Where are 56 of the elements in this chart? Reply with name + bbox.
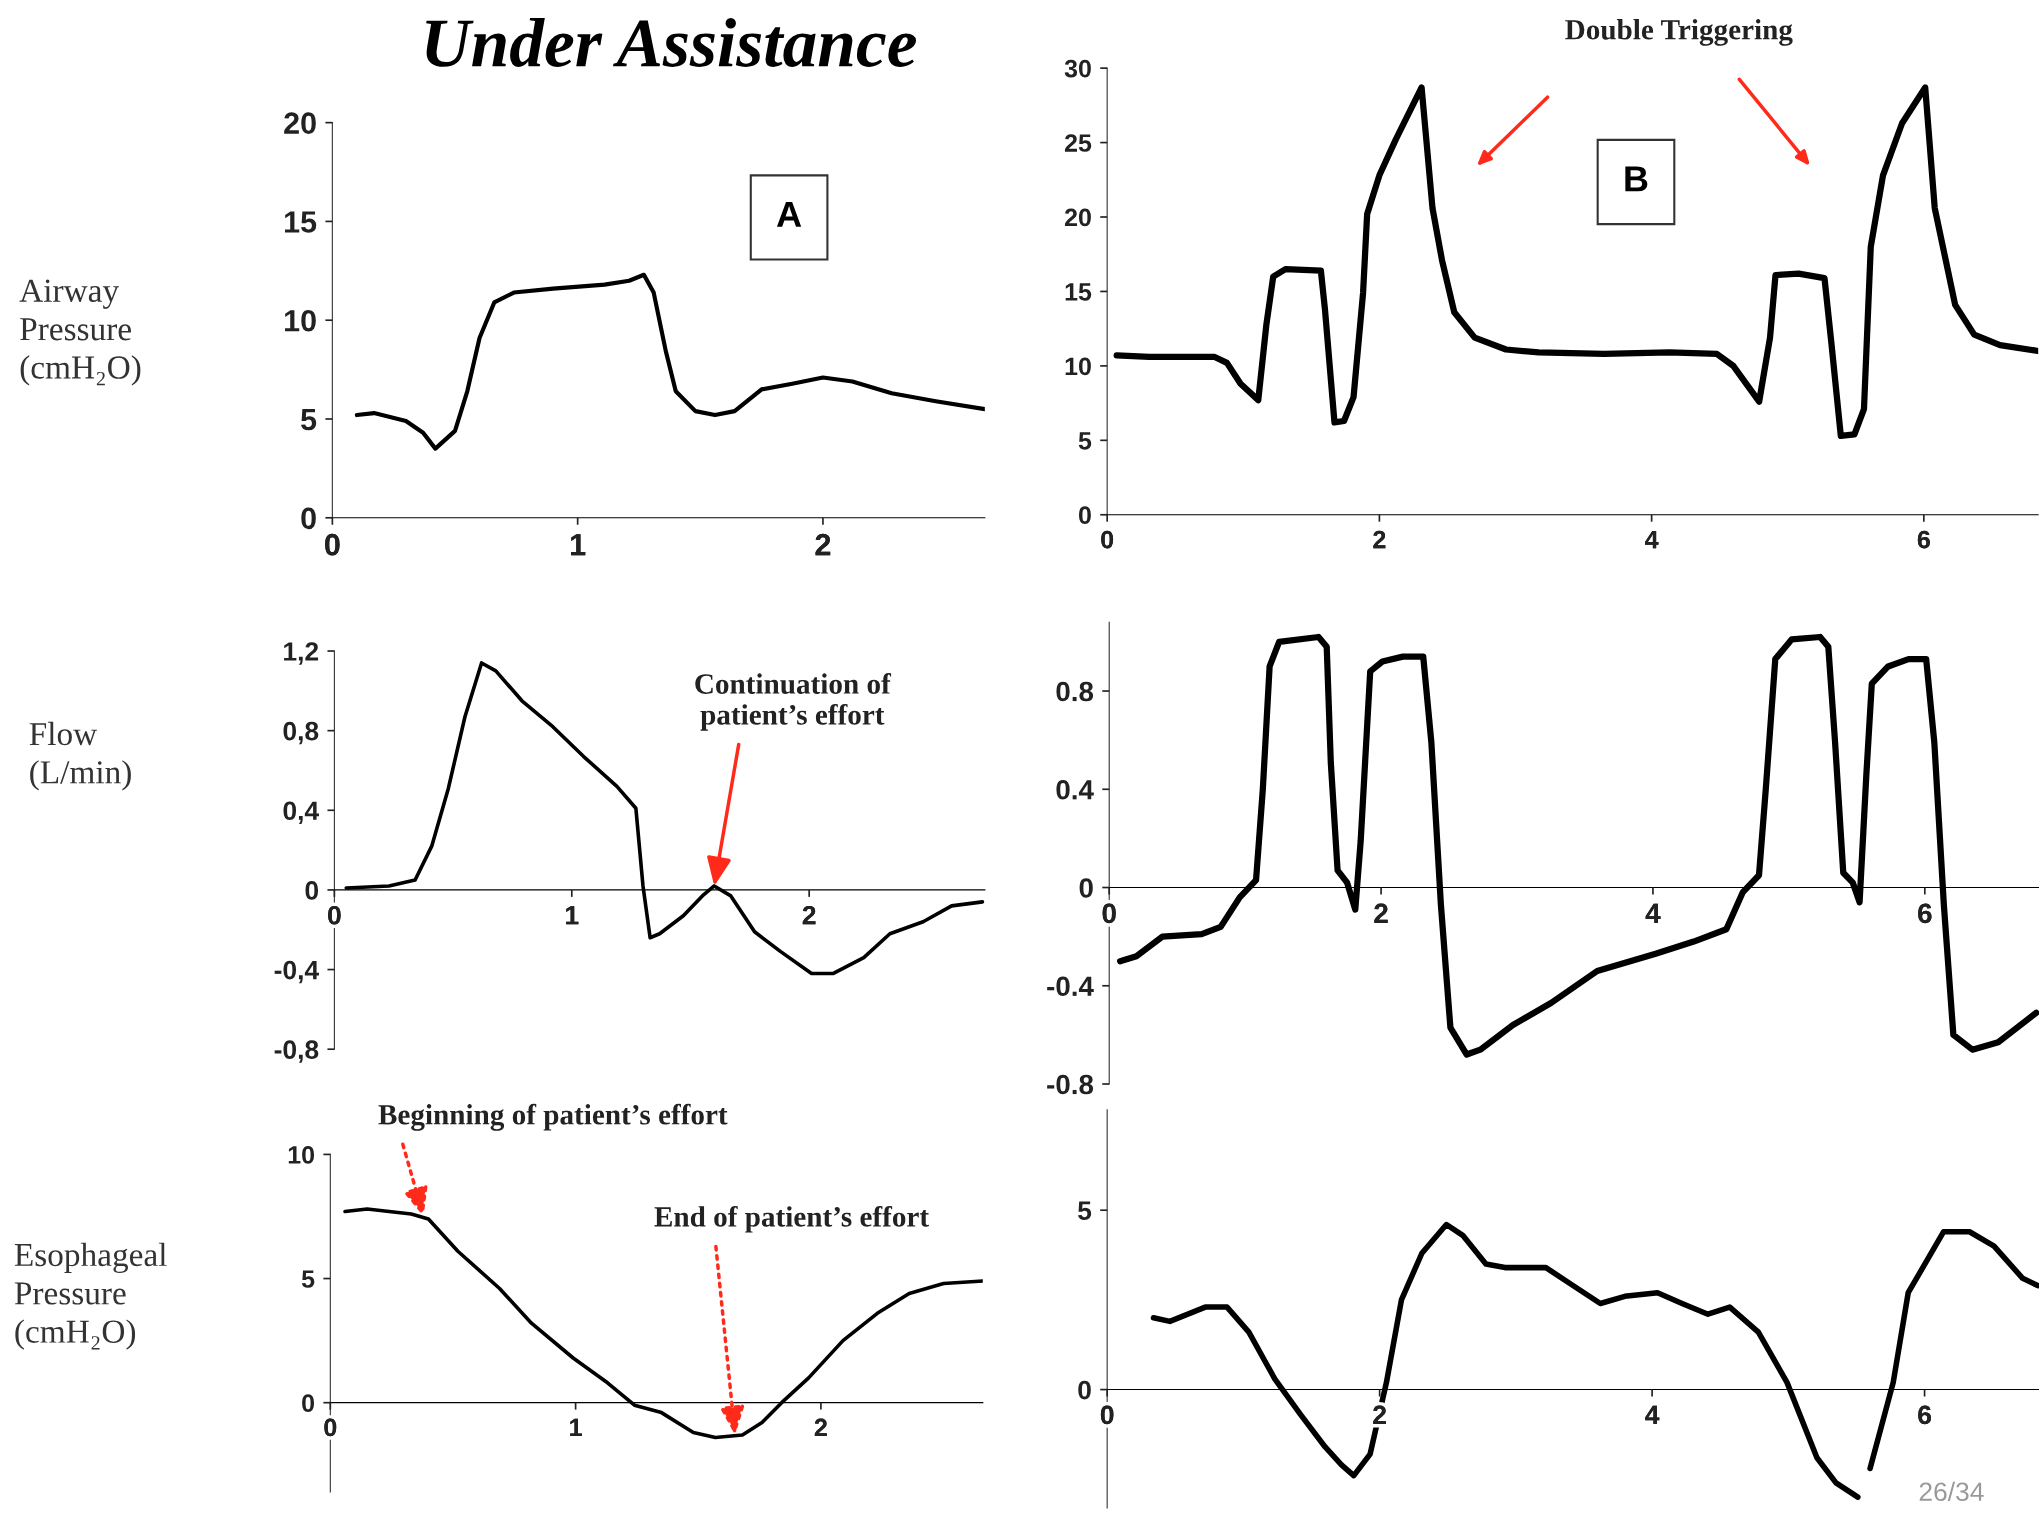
chart-title: Under Assistance bbox=[426, 18, 917, 67]
annotation: A bbox=[776, 201, 802, 227]
annotation: Continuation of patient’s effort bbox=[695, 673, 892, 731]
y-tick-label: 15 bbox=[285, 211, 317, 233]
annotation: End of patient’s effort bbox=[654, 1205, 929, 1233]
y-tick-label: 0.4 bbox=[1056, 779, 1094, 800]
y-tick-label: 5 bbox=[301, 409, 317, 431]
x-tick-label: 2 bbox=[815, 533, 831, 556]
y-tick-label: 0 bbox=[305, 881, 319, 900]
y-tick-label: 0 bbox=[301, 507, 316, 530]
y-tick-label: 0,8 bbox=[283, 721, 319, 745]
y-tick-label: 25 bbox=[1064, 134, 1092, 152]
x-tick-label: 4 bbox=[1645, 530, 1659, 549]
annotation: B bbox=[1625, 166, 1648, 192]
x-tick-label: 6 bbox=[1917, 530, 1930, 549]
annotation: 26/34 bbox=[1919, 1481, 1984, 1502]
y-tick-label: 5 bbox=[1078, 432, 1092, 450]
x-tick-label: 2 bbox=[1374, 903, 1388, 923]
annotation: Beginning of patient’s effort bbox=[378, 1103, 728, 1131]
y-tick-label: 15 bbox=[1065, 283, 1092, 301]
x-tick-label: 2 bbox=[814, 1418, 827, 1437]
y-tick-label: 0 bbox=[1079, 878, 1093, 898]
y-tick-label: -0,8 bbox=[274, 1040, 319, 1063]
y-tick-label: -0.8 bbox=[1047, 1074, 1094, 1095]
y-tick-label: 5 bbox=[301, 1270, 315, 1288]
y-tick-label: -0.4 bbox=[1047, 976, 1094, 997]
y-tick-label: 0 bbox=[302, 1394, 315, 1412]
y-tick-label: 20 bbox=[284, 112, 316, 135]
y-tick-label: 10 bbox=[288, 1146, 315, 1164]
y-axis-title: Airway Pressure (cmH₂O) bbox=[19, 279, 141, 386]
y-axis-title: Flow (L/min) bbox=[29, 721, 131, 791]
x-tick-label: 0 bbox=[1101, 530, 1114, 549]
y-axis-title: Esophageal Pressure (cmH₂O) bbox=[14, 1242, 167, 1350]
x-tick-label: 1 bbox=[571, 534, 586, 556]
y-tick-label: 0 bbox=[1078, 1380, 1091, 1400]
y-tick-label: 10 bbox=[285, 309, 316, 332]
y-tick-label: 0,4 bbox=[283, 801, 319, 824]
y-tick-label: 0 bbox=[1078, 506, 1091, 525]
x-tick-label: 6 bbox=[1918, 1405, 1931, 1425]
y-tick-label: 1,2 bbox=[284, 642, 319, 665]
y-tick-label: 20 bbox=[1064, 208, 1091, 227]
x-tick-label: 4 bbox=[1645, 903, 1661, 923]
x-tick-label: 2 bbox=[1373, 530, 1386, 549]
text: Double Triggering bbox=[1565, 19, 1793, 46]
y-tick-label: 10 bbox=[1065, 357, 1091, 376]
y-tick-label: 30 bbox=[1064, 59, 1091, 78]
x-tick-label: 4 bbox=[1645, 1405, 1660, 1424]
x-tick-label: 1 bbox=[570, 1418, 582, 1437]
y-tick-label: 5 bbox=[1078, 1201, 1092, 1221]
x-tick-label: 0 bbox=[325, 533, 340, 556]
x-tick-label: 6 bbox=[1918, 903, 1932, 924]
y-tick-label: -0,4 bbox=[274, 960, 319, 984]
x-tick-label: 1 bbox=[566, 906, 579, 925]
line-series bbox=[354, 272, 985, 451]
y-tick-label: 0.8 bbox=[1056, 681, 1094, 702]
x-tick-label: 2 bbox=[802, 905, 816, 925]
